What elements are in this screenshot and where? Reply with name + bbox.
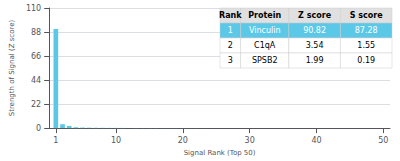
svg-text:Vinculin: Vinculin: [249, 26, 281, 35]
svg-text:0: 0: [36, 124, 41, 133]
svg-text:1: 1: [228, 26, 233, 35]
svg-text:Strength of Signal (Z score): Strength of Signal (Z score): [8, 20, 16, 117]
svg-text:40: 40: [311, 136, 321, 145]
svg-text:20: 20: [178, 136, 188, 145]
svg-text:Protein: Protein: [248, 11, 281, 20]
svg-text:30: 30: [245, 136, 255, 145]
svg-text:3.54: 3.54: [306, 41, 324, 50]
svg-text:90.82: 90.82: [303, 26, 326, 35]
svg-text:S score: S score: [350, 11, 383, 20]
svg-text:1.99: 1.99: [306, 56, 324, 65]
svg-text:50: 50: [378, 136, 388, 145]
svg-text:Rank: Rank: [219, 11, 242, 20]
svg-text:66: 66: [31, 52, 41, 61]
svg-text:1.55: 1.55: [357, 41, 375, 50]
svg-text:Signal Rank (Top 50): Signal Rank (Top 50): [184, 149, 256, 157]
svg-text:0.19: 0.19: [357, 56, 375, 65]
svg-text:3: 3: [228, 56, 233, 65]
svg-text:1: 1: [53, 136, 58, 145]
svg-text:C1qA: C1qA: [254, 41, 276, 50]
svg-text:88: 88: [31, 28, 41, 37]
svg-text:22: 22: [31, 100, 41, 109]
svg-text:Z score: Z score: [298, 11, 332, 20]
svg-text:SPSB2: SPSB2: [252, 56, 278, 65]
svg-text:2: 2: [228, 41, 233, 50]
svg-text:110: 110: [26, 4, 41, 13]
svg-text:10: 10: [111, 136, 121, 145]
svg-text:87.28: 87.28: [355, 26, 378, 35]
svg-text:44: 44: [31, 76, 41, 85]
